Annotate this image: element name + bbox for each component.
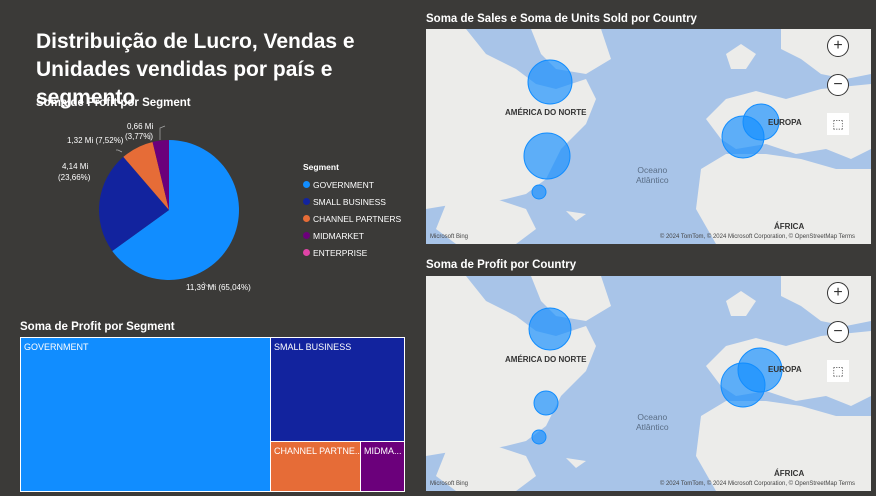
- map1-title: Soma de Sales e Soma de Units Sold por C…: [426, 13, 697, 25]
- legend-item-enterprise[interactable]: ENTERPRISE: [303, 244, 401, 261]
- map1-bubble-mexico[interactable]: [531, 184, 547, 200]
- treemap-tile-small-business[interactable]: SMALL BUSINESS: [270, 337, 405, 442]
- map1-label-europe: EUROPA: [768, 118, 802, 127]
- legend-label: GOVERNMENT: [313, 179, 374, 190]
- map1-bubble-usa[interactable]: [523, 132, 571, 180]
- pie-chart-title: Soma de Profit por Segment: [36, 97, 191, 109]
- legend-dot: [303, 198, 310, 205]
- legend-label: CHANNEL PARTNERS: [313, 213, 402, 224]
- map2-label-ocean: Oceano Atlântico: [636, 412, 669, 432]
- map2-bubble-mexico[interactable]: [531, 429, 547, 445]
- legend-label: ENTERPRISE: [313, 247, 368, 258]
- pie-chart[interactable]: [0, 110, 300, 310]
- map2[interactable]: AMÉRICA DO NORTE EUROPA ÁFRICA Oceano Atl…: [426, 276, 871, 491]
- pie-label-midmarket-pct: (3,77%): [125, 132, 154, 141]
- map1-basemap: [426, 29, 871, 244]
- tile-label: MIDMA...: [364, 446, 402, 456]
- tile-label: GOVERNMENT: [24, 342, 89, 352]
- tile-label: SMALL BUSINESS: [274, 342, 352, 352]
- tile-label: CHANNEL PARTNE...: [274, 446, 361, 456]
- map1-label-north-america: AMÉRICA DO NORTE: [505, 108, 587, 117]
- legend-title: Segment: [303, 162, 339, 172]
- map1-bing-logo: Microsoft Bing: [430, 234, 469, 240]
- pie-slice-small-business[interactable]: [98, 156, 169, 251]
- map1-zoom-in-button[interactable]: +: [827, 35, 849, 57]
- map2-select-icon[interactable]: ⬚: [827, 360, 849, 382]
- map2-label-africa: ÁFRICA: [774, 469, 805, 478]
- legend-dot: [303, 181, 310, 188]
- legend-item-small-business[interactable]: SMALL BUSINESS: [303, 193, 401, 210]
- pie-label-small-business-pct: (23,66%): [58, 173, 91, 182]
- map1-copyright: © 2024 TomTom, © 2024 Microsoft Corporat…: [659, 234, 855, 240]
- map2-label-north-america: AMÉRICA DO NORTE: [505, 355, 587, 364]
- map1-label-africa: ÁFRICA: [774, 222, 805, 231]
- legend-item-channel-partners[interactable]: CHANNEL PARTNERS: [303, 210, 401, 227]
- map2-bubble-germany[interactable]: [737, 347, 783, 393]
- map1-label-ocean: Oceano Atlântico: [636, 165, 669, 185]
- legend-dot: [303, 215, 310, 222]
- map2-zoom-out-button[interactable]: −: [827, 321, 849, 343]
- map2-bubble-usa[interactable]: [533, 390, 559, 416]
- legend-item-government[interactable]: GOVERNMENT: [303, 176, 401, 193]
- map2-label-europe: EUROPA: [768, 365, 802, 374]
- map1-bubble-germany[interactable]: [742, 103, 780, 141]
- legend-dot: [303, 232, 310, 239]
- map2-title: Soma de Profit por Country: [426, 259, 577, 271]
- pie-slice-channel-partners[interactable]: [123, 141, 169, 210]
- map1-select-icon[interactable]: ⬚: [827, 113, 849, 135]
- pie-slice-midmarket[interactable]: [152, 140, 169, 210]
- map1[interactable]: AMÉRICA DO NORTE EUROPA ÁFRICA Oceano Atl…: [426, 29, 871, 244]
- treemap-chart[interactable]: GOVERNMENT SMALL BUSINESS CHANNEL PARTNE…: [20, 337, 405, 492]
- treemap-title: Soma de Profit por Segment: [20, 321, 175, 333]
- report-title: Distribuição de Lucro, Vendas e Unidades…: [36, 30, 355, 109]
- map2-zoom-in-button[interactable]: +: [827, 282, 849, 304]
- map2-copyright: © 2024 TomTom, © 2024 Microsoft Corporat…: [659, 481, 855, 487]
- legend-dot: [303, 249, 310, 256]
- map2-bing-logo: Microsoft Bing: [430, 481, 469, 487]
- map2-bubble-canada[interactable]: [528, 307, 572, 351]
- legend-label: MIDMARKET: [313, 230, 364, 241]
- pie-legend: Segment GOVERNMENT SMALL BUSINESS CHANNE…: [303, 162, 401, 261]
- map1-zoom-out-button[interactable]: −: [827, 74, 849, 96]
- treemap-tile-midmarket[interactable]: MIDMA...: [360, 441, 405, 492]
- pie-label-government: 11,39 Mi (65,04%): [186, 283, 251, 292]
- legend-label: SMALL BUSINESS: [313, 196, 386, 207]
- pie-label-midmarket-value: 0,66 Mi: [127, 122, 154, 131]
- treemap-tile-channel-partners[interactable]: CHANNEL PARTNE...: [270, 441, 361, 492]
- map2-basemap: [426, 276, 871, 491]
- legend-item-midmarket[interactable]: MIDMARKET: [303, 227, 401, 244]
- map1-bubble-canada[interactable]: [527, 59, 573, 105]
- pie-label-small-business-value: 4,14 Mi: [62, 162, 89, 171]
- treemap-tile-government[interactable]: GOVERNMENT: [20, 337, 271, 492]
- pie-label-channel-partners: 1,32 Mi (7,52%): [67, 136, 124, 145]
- pie-slice-government[interactable]: [112, 140, 239, 280]
